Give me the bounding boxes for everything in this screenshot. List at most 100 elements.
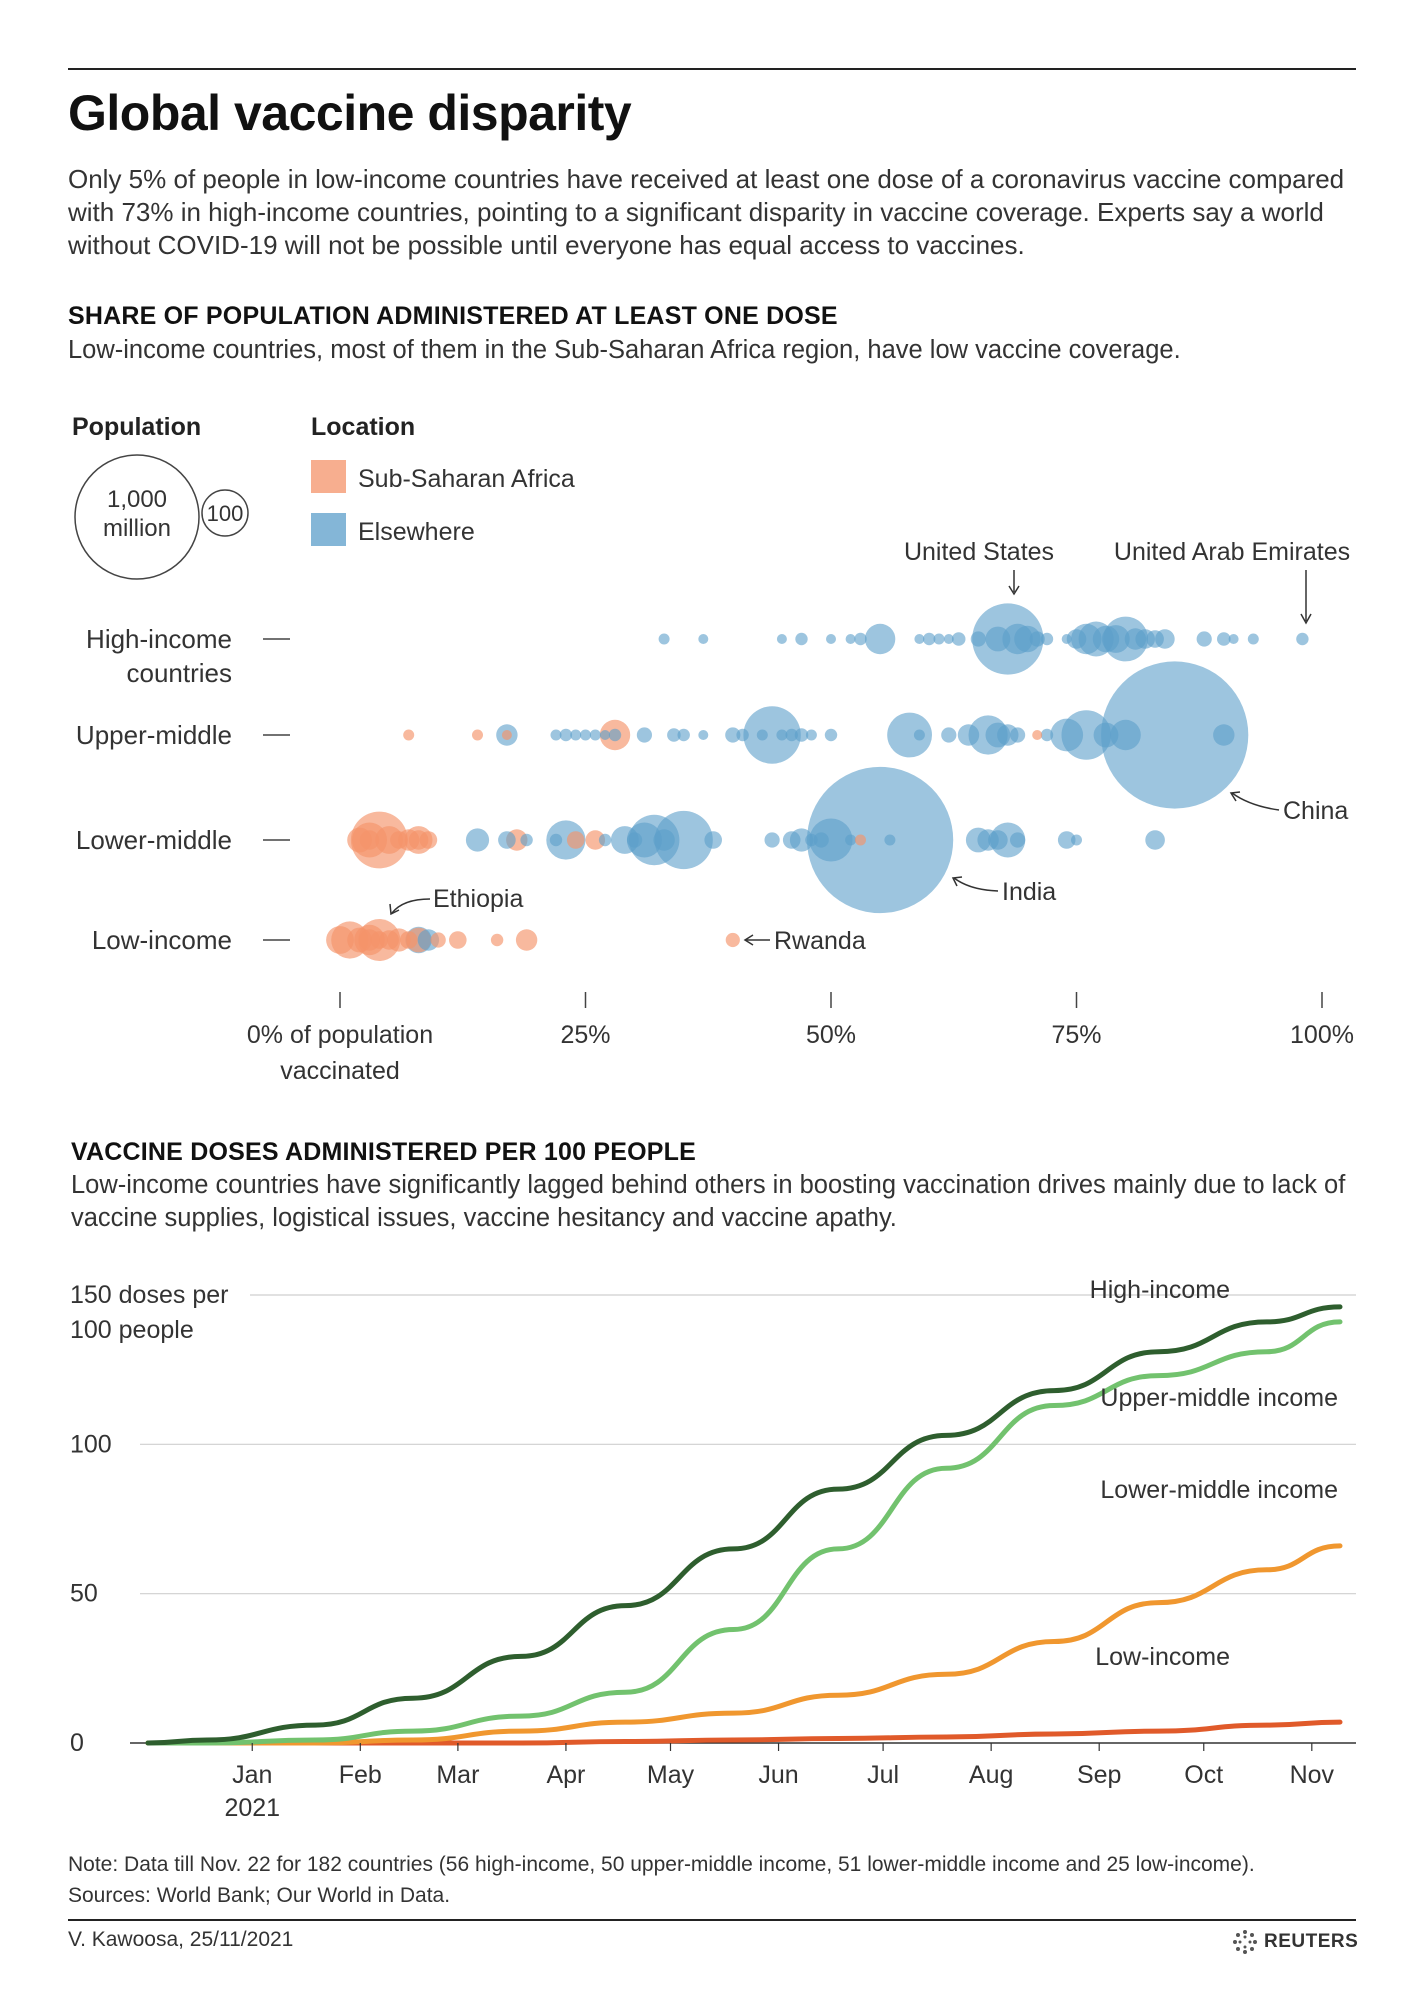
row-label-high-line1: High-income bbox=[86, 624, 232, 654]
legend-small-circle bbox=[201, 489, 249, 537]
series-line-lower-middle-income bbox=[145, 1543, 1343, 1746]
bubble bbox=[520, 833, 533, 847]
bubble bbox=[933, 633, 945, 645]
bubble bbox=[1032, 730, 1043, 740]
bubble bbox=[667, 728, 681, 742]
y-tick-label: 0 bbox=[70, 1729, 84, 1757]
bubble bbox=[1040, 632, 1054, 646]
bubble bbox=[1057, 831, 1076, 849]
bubble bbox=[1050, 718, 1084, 752]
bubble bbox=[698, 634, 709, 644]
annotation-rwanda-arrowhead bbox=[743, 934, 754, 946]
bubble bbox=[736, 728, 749, 742]
bottom-rule bbox=[68, 1919, 1356, 1921]
bubble bbox=[465, 828, 490, 852]
bubble bbox=[782, 831, 801, 849]
bubble bbox=[403, 729, 415, 741]
bubble bbox=[923, 632, 936, 646]
bubble bbox=[550, 729, 562, 741]
section1-subheading: Low-income countries, most of them in th… bbox=[68, 336, 1181, 364]
bubble bbox=[704, 831, 722, 849]
bubble bbox=[824, 728, 838, 742]
bubble bbox=[743, 706, 801, 764]
reuters-dots-icon bbox=[1233, 1930, 1257, 1954]
bubble bbox=[985, 626, 1011, 652]
bubble bbox=[1010, 832, 1026, 848]
series-label-low-income: Low-income bbox=[1095, 1643, 1230, 1671]
y-tick-label: 100 people bbox=[70, 1316, 194, 1344]
bubble bbox=[549, 833, 563, 847]
bubble bbox=[472, 729, 483, 741]
bubble bbox=[608, 728, 622, 742]
series-label-lower-middle-income: Lower-middle income bbox=[1100, 1476, 1338, 1504]
bubble bbox=[419, 831, 438, 849]
bubble bbox=[498, 831, 516, 849]
bubble bbox=[805, 833, 818, 847]
annotation-ethiopia-arrow bbox=[391, 898, 431, 914]
annotation-us: United States bbox=[904, 538, 1054, 566]
note-text: Note: Data till Nov. 22 for 182 countrie… bbox=[68, 1853, 1255, 1876]
bubble bbox=[970, 631, 986, 647]
row-label-low: Low-income bbox=[92, 925, 232, 955]
bubble bbox=[1146, 630, 1164, 648]
bubble bbox=[515, 929, 538, 951]
bubble-x-tick-label: 0% of population bbox=[247, 1021, 433, 1049]
bubble bbox=[1010, 727, 1026, 743]
bubble bbox=[1093, 722, 1119, 748]
legend-elsewhere-swatch bbox=[311, 513, 346, 546]
brand-text: REUTERS bbox=[1264, 1931, 1359, 1952]
bubble-chart: Population 1,000 million 100 Location Su… bbox=[72, 413, 1354, 1085]
y-tick-label: 150 doses per bbox=[70, 1281, 228, 1309]
x-tick-label: Jan bbox=[232, 1761, 272, 1789]
y-tick-label: 50 bbox=[70, 1580, 98, 1608]
bubble bbox=[951, 632, 966, 646]
reuters-logo: REUTERS bbox=[1232, 1929, 1358, 1955]
bubble bbox=[546, 820, 586, 860]
bubble bbox=[1040, 728, 1054, 742]
bubble bbox=[1196, 631, 1212, 647]
legend-population-title: Population bbox=[72, 413, 201, 441]
bubble bbox=[725, 727, 741, 743]
section1-heading: SHARE OF POPULATION ADMINISTERED AT LEAS… bbox=[68, 302, 838, 330]
bubble bbox=[1092, 625, 1120, 653]
bubble bbox=[598, 833, 612, 847]
bubble-x-tick-label: vaccinated bbox=[280, 1057, 400, 1085]
bubble bbox=[1217, 632, 1231, 646]
bubble bbox=[813, 832, 829, 848]
bubble bbox=[809, 818, 853, 862]
legend-big-circle bbox=[74, 454, 200, 580]
bubble bbox=[785, 728, 798, 742]
annotation-us-arrowhead bbox=[1008, 585, 1020, 596]
x-tick-label: Aug bbox=[969, 1761, 1013, 1789]
bubble-india bbox=[807, 766, 954, 914]
legend-africa-label: Sub-Saharan Africa bbox=[358, 465, 575, 493]
byline: V. Kawoosa, 25/11/2021 bbox=[68, 1928, 294, 1951]
bubble bbox=[589, 729, 601, 741]
series-label-upper-middle-income: Upper-middle income bbox=[1100, 1384, 1338, 1412]
page-title: Global vaccine disparity bbox=[68, 85, 632, 141]
bubble bbox=[627, 832, 643, 848]
x-tick-label: Apr bbox=[546, 1761, 585, 1789]
bubble bbox=[490, 933, 504, 947]
annotation-china: China bbox=[1283, 797, 1348, 825]
bubble bbox=[359, 830, 380, 850]
line-chart: 0 50 100 150 doses per 100 people Jan 2021 Feb… bbox=[70, 1276, 1356, 1820]
bubble bbox=[845, 634, 856, 644]
legend-location-title: Location bbox=[311, 413, 415, 441]
bubble bbox=[914, 634, 925, 644]
y-tick-label: 100 bbox=[70, 1430, 112, 1458]
bubble bbox=[1213, 724, 1235, 746]
bubble bbox=[600, 730, 611, 740]
bubble bbox=[585, 830, 606, 850]
bubble bbox=[864, 623, 896, 655]
bubble-united-arab-emirates bbox=[1296, 632, 1309, 646]
x-tick-label: Sep bbox=[1077, 1761, 1121, 1789]
x-tick-label: Jun bbox=[758, 1761, 798, 1789]
row-label-lower: Lower-middle bbox=[76, 825, 232, 855]
line-grid: 0 50 100 150 doses per 100 people bbox=[70, 1281, 1356, 1757]
bubble bbox=[1061, 634, 1072, 644]
bubble bbox=[764, 832, 780, 848]
bubble bbox=[957, 724, 980, 746]
annotation-china-arrowhead bbox=[1229, 791, 1241, 802]
annotation-china-arrow bbox=[1231, 792, 1280, 811]
